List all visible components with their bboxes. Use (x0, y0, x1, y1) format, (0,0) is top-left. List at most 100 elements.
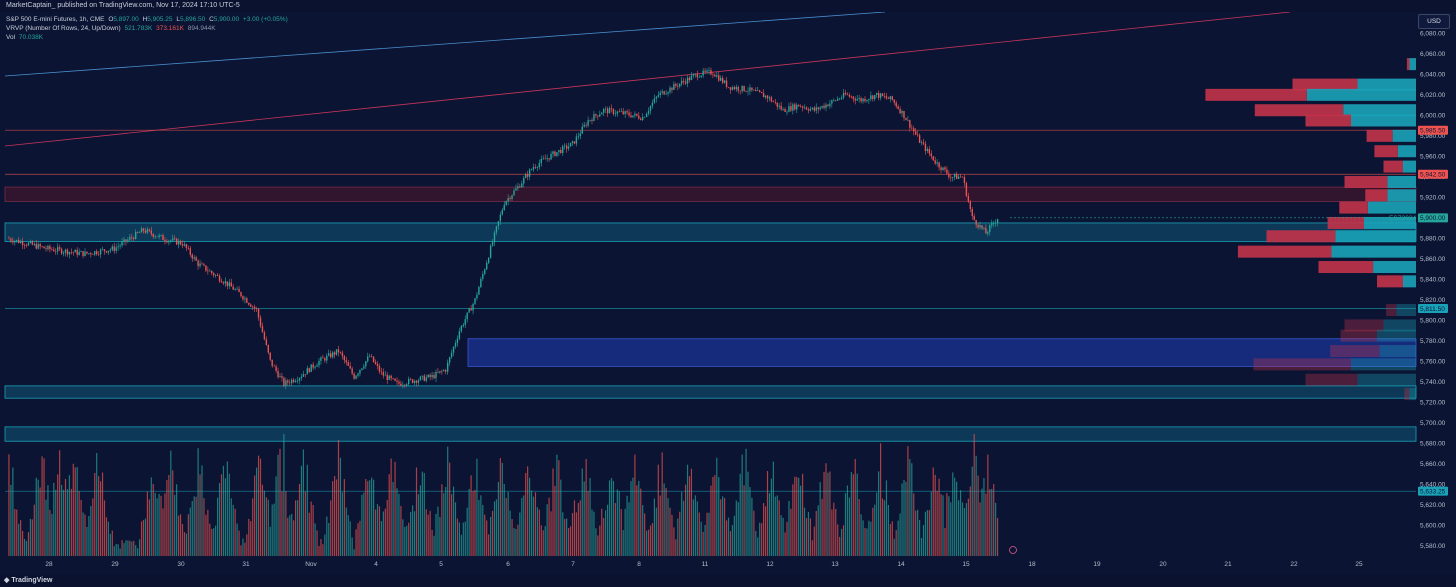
level-badge-0 (1418, 125, 1448, 135)
y-tick-label-3: 6,020.00 (1420, 92, 1446, 99)
candle-body-343 (675, 84, 677, 86)
volume-bar-314 (618, 491, 620, 556)
volume-bar-437 (858, 499, 860, 556)
volume-bar-151 (300, 465, 303, 556)
candle-body-109 (218, 275, 221, 282)
currency-button[interactable]: USD (1418, 14, 1450, 29)
zone-1 (4, 222, 1417, 242)
candle-body-413 (811, 107, 814, 109)
legend-c-value: 5,900.00 (213, 16, 240, 23)
volume-bar-207 (410, 511, 412, 556)
candle-body-289 (569, 142, 572, 147)
candle-body-431 (846, 94, 849, 95)
volume-bar-129 (257, 455, 260, 556)
candle-body-16 (37, 244, 39, 249)
volume-bar-340 (669, 507, 671, 556)
brand-text: TradingView (11, 577, 53, 584)
candle-body-90 (181, 244, 184, 246)
candle-body-207 (409, 378, 412, 380)
publish-bar: MarketCaptain_ published on TradingView.… (0, 0, 1456, 12)
candle-body-402 (790, 106, 792, 111)
volume-bar-389 (764, 506, 767, 556)
candle-body-154 (306, 368, 308, 375)
volume-bar-70 (142, 519, 145, 556)
volume-bar-377 (741, 454, 743, 556)
volume-bar-139 (277, 454, 279, 556)
volume-bar-114 (228, 473, 230, 556)
volume-bar-409 (803, 507, 806, 556)
volume-bar-425 (835, 509, 837, 556)
volume-bar-30 (64, 479, 67, 556)
volume-bar-378 (743, 485, 745, 556)
volume-bar-310 (610, 478, 613, 556)
candle-body-338 (665, 93, 667, 95)
volume-bar-219 (433, 535, 435, 556)
vp-down-10 (1339, 201, 1368, 214)
candle-body-17 (39, 244, 41, 247)
volume-bar-34 (72, 463, 74, 556)
candle-body-463 (909, 120, 911, 128)
candle-body-406 (798, 104, 800, 107)
volume-bar-147 (293, 520, 295, 556)
volume-bar-209 (413, 511, 416, 556)
candle-body-288 (567, 146, 570, 149)
candle-body-427 (838, 98, 841, 100)
candle-body-206 (408, 378, 410, 385)
candle-body-306 (603, 109, 605, 113)
tradingview-brand[interactable]: ◆ TradingView (4, 575, 52, 586)
legend-symbol: S&P 500 E-mini Futures, 1h, CME (6, 16, 105, 23)
volume-bar-456 (895, 530, 897, 556)
volume-bar-478 (938, 478, 940, 556)
candle-body-104 (209, 270, 211, 272)
volume-bar-203 (402, 519, 404, 556)
price-chart[interactable]: 6,080.00 6,060.00 6,040.00 6,020.00 6,000.00… (0, 12, 1456, 574)
volume-bar-204 (404, 526, 406, 556)
candle-body-470 (922, 142, 925, 144)
volume-bar-67 (137, 548, 139, 556)
volume-bar-506 (993, 483, 995, 556)
candle-body-419 (823, 105, 825, 108)
candle-body-332 (653, 98, 656, 103)
volume-bar-58 (119, 548, 121, 556)
candle-body-44 (92, 254, 94, 255)
volume-bar-354 (696, 501, 698, 556)
volume-bar-299 (589, 478, 591, 556)
volume-bar-471 (924, 511, 927, 556)
candle-body-102 (205, 265, 207, 271)
volume-bar-28 (61, 484, 63, 556)
volume-bar-290 (571, 513, 574, 556)
candle-body-77 (156, 236, 158, 238)
volume-bar-386 (759, 522, 761, 556)
volume-bar-311 (612, 480, 615, 556)
candle-body-80 (162, 235, 164, 241)
candle-body-488 (957, 176, 960, 179)
candle-body-129 (257, 308, 260, 318)
volume-bar-320 (630, 481, 632, 556)
volume-bar-105 (211, 528, 213, 556)
candle-body-147 (292, 379, 295, 382)
volume-bar-423 (831, 509, 833, 556)
candle-body-283 (558, 150, 560, 153)
candle-body-372 (731, 87, 734, 90)
candle-body-433 (850, 96, 853, 98)
candle-body-502 (985, 227, 987, 234)
volume-bar-347 (683, 500, 685, 556)
volume-bar-239 (472, 490, 474, 556)
candle-body-445 (874, 94, 876, 100)
candle-body-26 (57, 247, 59, 252)
volume-bar-316 (622, 530, 624, 556)
candle-body-249 (491, 242, 494, 246)
candle-body-311 (612, 109, 615, 114)
x-tick-label-14: 15 (962, 561, 970, 568)
volume-bar-358 (704, 524, 706, 556)
volume-bar-190 (376, 504, 379, 556)
candle-body-66 (135, 232, 137, 240)
volume-bar-133 (265, 497, 267, 556)
volume-bar-250 (493, 501, 496, 556)
candle-body-500 (981, 225, 983, 229)
symbol-label: ESZ2024 (1389, 215, 1416, 222)
candle-body-501 (983, 227, 985, 229)
candle-body-250 (493, 232, 496, 243)
candle-body-114 (228, 282, 230, 286)
volume-bar-500 (981, 488, 983, 556)
